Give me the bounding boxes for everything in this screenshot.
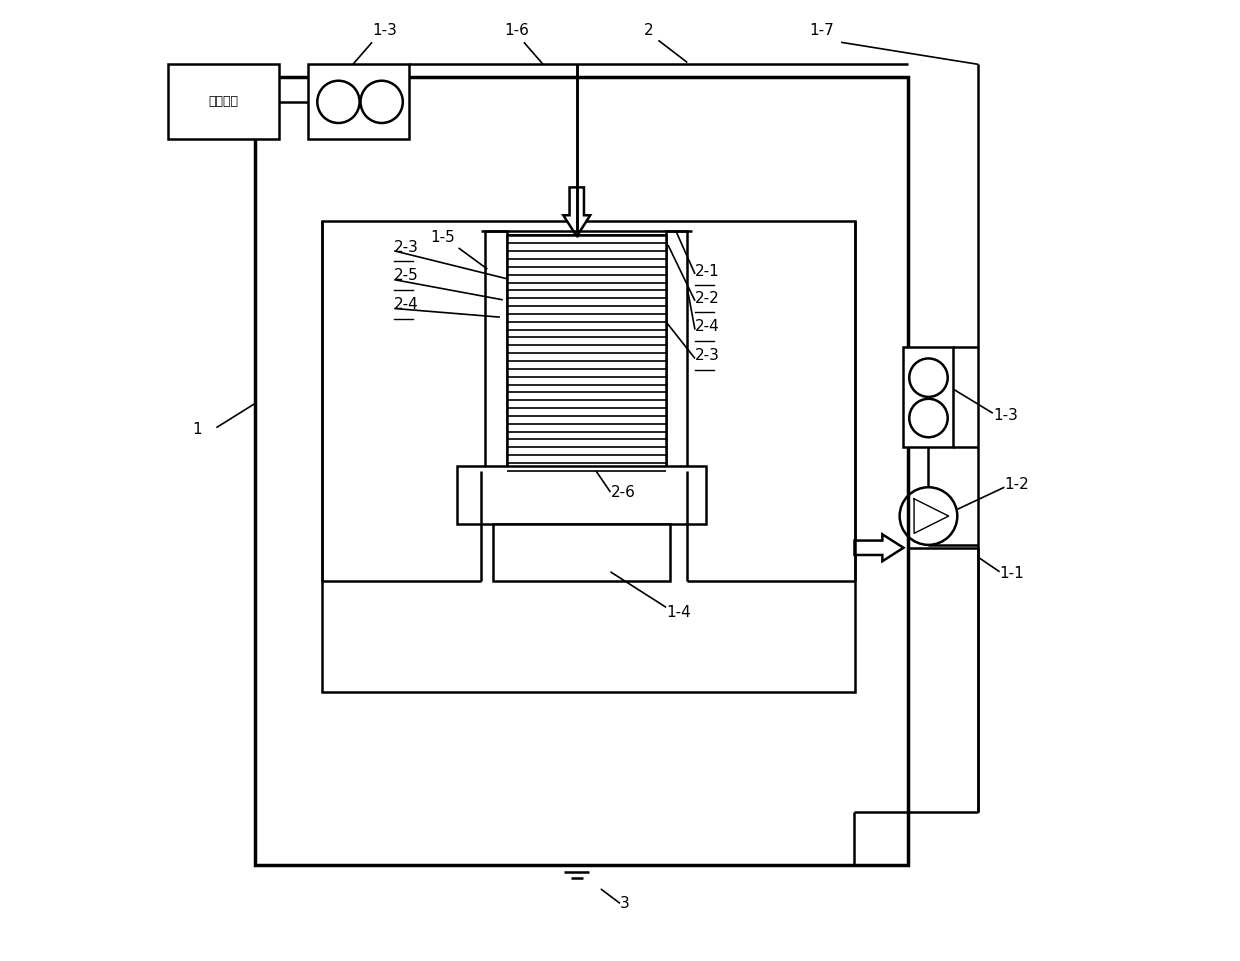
Text: 2-3: 2-3 [694,348,720,363]
Bar [666,231,687,471]
Bar [169,64,279,139]
Text: 1-4: 1-4 [666,604,691,620]
FancyArrow shape [854,534,904,561]
Bar [308,64,408,139]
Text: 1-7: 1-7 [810,23,835,38]
Text: 1-1: 1-1 [999,566,1024,581]
Bar [485,231,507,471]
Bar [507,235,666,471]
Text: 2-4: 2-4 [694,319,719,334]
FancyArrow shape [563,187,590,236]
Text: 高压气体: 高压气体 [208,95,238,109]
Text: 2-3: 2-3 [394,239,419,255]
Bar [494,524,670,581]
Text: 2-5: 2-5 [394,268,419,283]
Bar [255,77,908,865]
Text: 2-1: 2-1 [694,263,719,279]
Text: 1-3: 1-3 [372,23,397,38]
Text: 1-2: 1-2 [1004,477,1029,492]
Text: 3: 3 [620,896,630,911]
Text: 2-4: 2-4 [394,297,419,312]
Text: 1: 1 [192,422,202,437]
Text: 1-3: 1-3 [993,407,1018,423]
Text: 2-2: 2-2 [694,290,719,306]
Bar [904,347,954,447]
Bar [456,466,707,524]
Text: 1-6: 1-6 [505,23,529,38]
Text: 1-5: 1-5 [430,230,455,245]
Text: 2: 2 [644,23,653,38]
Bar [322,221,856,692]
Text: 2-6: 2-6 [610,484,635,500]
